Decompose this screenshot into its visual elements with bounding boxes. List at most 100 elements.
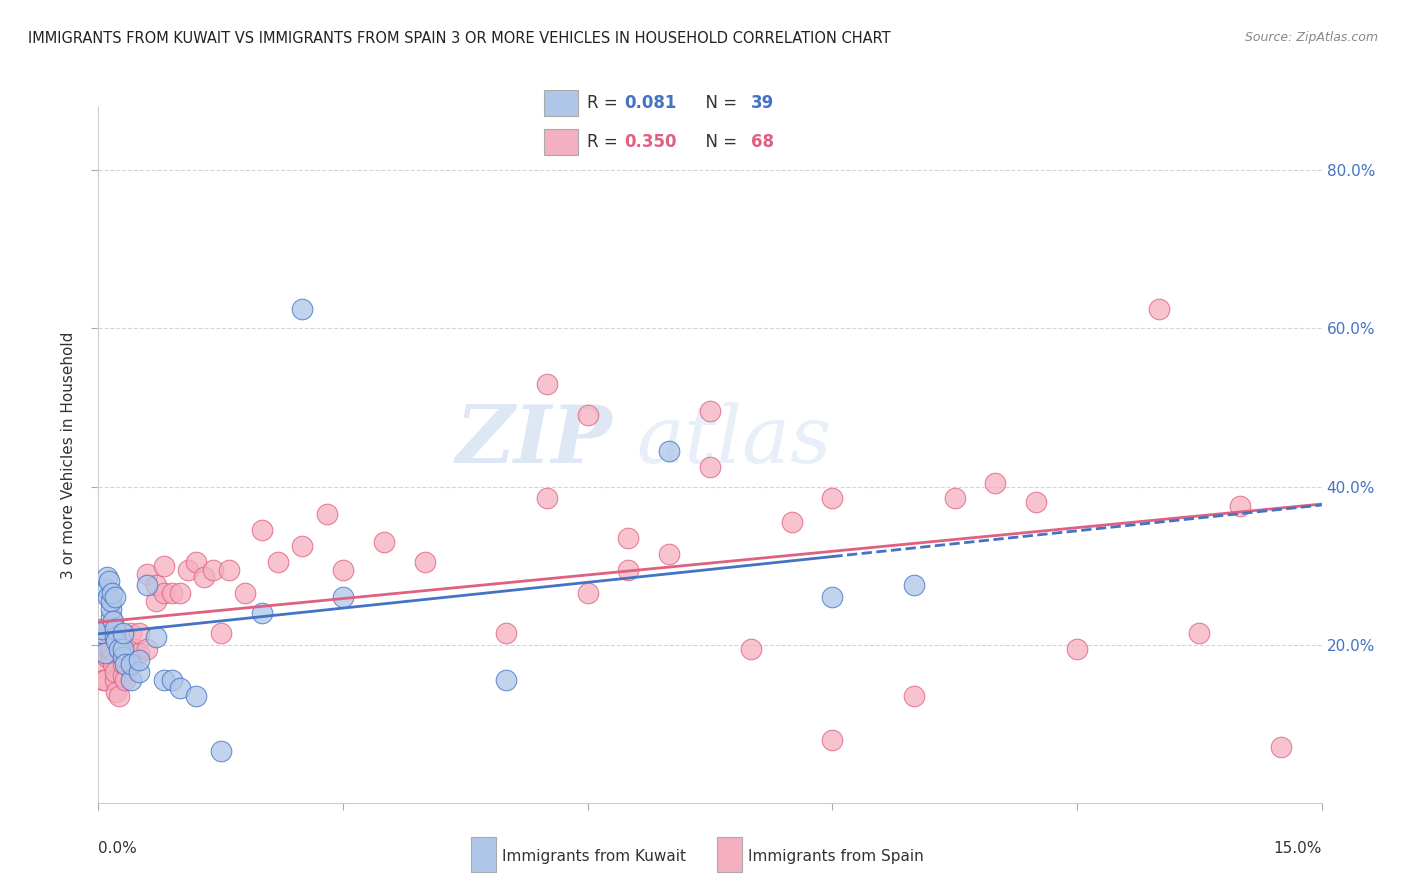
- Point: [98, 574, 121, 589]
- Point: [186, 689, 208, 703]
- Point: [111, 649, 134, 664]
- Point: [1188, 625, 1211, 640]
- Point: [101, 586, 124, 600]
- Point: [104, 622, 127, 636]
- Point: [332, 591, 354, 605]
- Point: [658, 547, 681, 561]
- Point: [740, 641, 762, 656]
- Point: [145, 578, 167, 592]
- Point: [821, 491, 844, 506]
- Point: [495, 625, 517, 640]
- Point: [209, 744, 232, 758]
- Point: [536, 376, 558, 391]
- Point: [104, 591, 127, 605]
- Point: [96, 582, 118, 597]
- Point: [120, 657, 142, 672]
- Y-axis label: 3 or more Vehicles in Household: 3 or more Vehicles in Household: [60, 331, 76, 579]
- Point: [108, 641, 131, 656]
- Point: [1066, 641, 1088, 656]
- Point: [145, 630, 167, 644]
- Point: [267, 555, 290, 569]
- Point: [315, 507, 337, 521]
- Point: [128, 653, 150, 667]
- Point: [576, 586, 599, 600]
- Point: [96, 630, 118, 644]
- Point: [104, 630, 127, 644]
- Point: [91, 673, 114, 688]
- Point: [97, 591, 120, 605]
- Point: [111, 625, 134, 640]
- Point: [91, 622, 114, 636]
- Point: [128, 665, 150, 680]
- Point: [120, 673, 142, 688]
- Point: [291, 301, 314, 316]
- Point: [209, 625, 232, 640]
- Point: [145, 594, 167, 608]
- Point: [617, 563, 640, 577]
- Point: [233, 586, 256, 600]
- Point: [100, 649, 122, 664]
- Text: Immigrants from Spain: Immigrants from Spain: [748, 849, 924, 863]
- Point: [699, 459, 721, 474]
- Point: [1229, 500, 1251, 514]
- Point: [495, 673, 517, 688]
- Point: [100, 594, 122, 608]
- Point: [169, 586, 191, 600]
- Text: ZIP: ZIP: [456, 402, 612, 480]
- Text: atlas: atlas: [637, 402, 832, 480]
- FancyBboxPatch shape: [544, 129, 578, 155]
- Text: 0.350: 0.350: [624, 133, 676, 151]
- Point: [903, 689, 925, 703]
- Point: [101, 657, 124, 672]
- Point: [96, 570, 118, 584]
- Text: IMMIGRANTS FROM KUWAIT VS IMMIGRANTS FROM SPAIN 3 OR MORE VEHICLES IN HOUSEHOLD : IMMIGRANTS FROM KUWAIT VS IMMIGRANTS FRO…: [28, 31, 891, 46]
- Point: [169, 681, 191, 695]
- Point: [128, 625, 150, 640]
- Point: [136, 566, 159, 581]
- Point: [291, 539, 314, 553]
- Point: [658, 444, 681, 458]
- Point: [160, 586, 183, 600]
- Point: [193, 570, 215, 584]
- Point: [111, 669, 134, 683]
- Point: [98, 625, 121, 640]
- Point: [152, 558, 174, 573]
- Text: N =: N =: [695, 95, 742, 112]
- Point: [160, 673, 183, 688]
- Point: [699, 404, 721, 418]
- Point: [111, 657, 134, 672]
- Point: [91, 661, 114, 675]
- Point: [413, 555, 436, 569]
- Point: [1270, 740, 1292, 755]
- Point: [821, 732, 844, 747]
- Point: [100, 610, 122, 624]
- Point: [152, 673, 174, 688]
- Point: [780, 515, 803, 529]
- Point: [177, 563, 200, 577]
- Point: [943, 491, 966, 506]
- Point: [136, 578, 159, 592]
- Point: [201, 563, 224, 577]
- Point: [136, 641, 159, 656]
- Point: [120, 641, 142, 656]
- Point: [124, 641, 146, 656]
- Point: [218, 563, 240, 577]
- Text: 0.0%: 0.0%: [98, 841, 138, 856]
- Text: R =: R =: [586, 95, 623, 112]
- Point: [114, 673, 136, 688]
- Point: [105, 633, 128, 648]
- Point: [120, 625, 142, 640]
- Text: N =: N =: [695, 133, 742, 151]
- Text: 68: 68: [751, 133, 773, 151]
- Point: [332, 563, 354, 577]
- Text: Immigrants from Kuwait: Immigrants from Kuwait: [502, 849, 686, 863]
- Point: [250, 606, 273, 620]
- Text: Source: ZipAtlas.com: Source: ZipAtlas.com: [1244, 31, 1378, 45]
- Point: [373, 534, 395, 549]
- Point: [186, 555, 208, 569]
- Point: [1025, 495, 1047, 509]
- Point: [101, 614, 124, 628]
- Point: [128, 646, 150, 660]
- Point: [97, 641, 120, 656]
- Text: 39: 39: [751, 95, 775, 112]
